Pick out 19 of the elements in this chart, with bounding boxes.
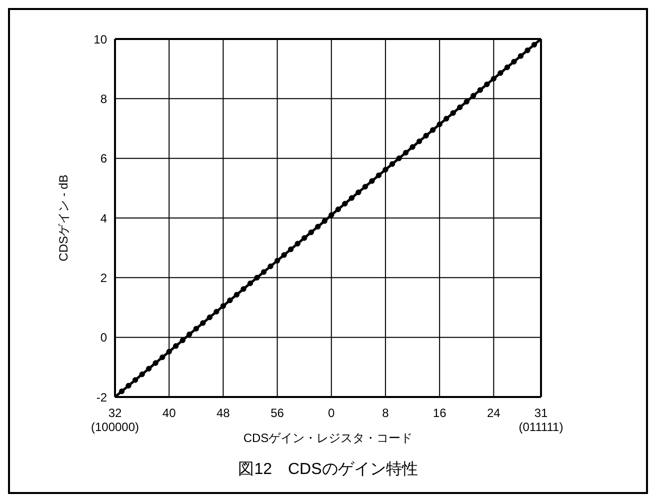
x-tick-label: 8 <box>382 406 390 420</box>
y-tick-label: 8 <box>100 92 108 106</box>
y-tick-label: 10 <box>94 32 108 46</box>
text: 図12 CDSのゲイン特性 <box>237 460 419 480</box>
y-axis-title: CDSゲイン - dB <box>56 174 70 262</box>
y-tick-label: -2 <box>96 390 108 404</box>
x-tick-label: 16 <box>432 406 447 420</box>
x-tick-label: 32 (100000) <box>90 406 140 434</box>
y-tick-label: 0 <box>100 330 108 345</box>
x-tick-label: 0 <box>328 406 336 420</box>
y-tick-label: 6 <box>100 152 108 166</box>
x-tick-label: 56 <box>270 406 284 420</box>
y-tick-label: 2 <box>100 270 108 285</box>
x-tick-label: 48 <box>216 406 230 420</box>
x-tick-label: 31 (011111) <box>518 406 564 434</box>
y-tick-label: 4 <box>100 211 108 226</box>
x-axis-title: CDSゲイン・レジスタ・コード <box>243 431 413 445</box>
x-tick-label: 40 <box>162 406 176 420</box>
x-tick-label: 24 <box>486 406 501 420</box>
